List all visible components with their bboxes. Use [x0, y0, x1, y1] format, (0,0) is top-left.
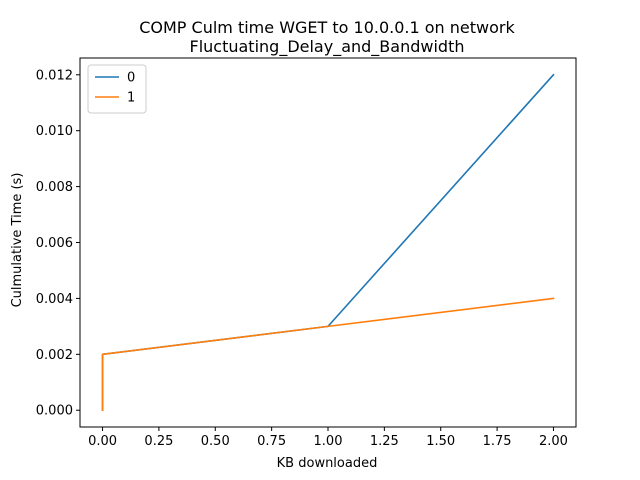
y-tick-label: 0.002	[36, 348, 73, 363]
legend-box	[87, 64, 147, 114]
x-tick-label: 1.50	[426, 434, 455, 449]
series-line-1	[101, 297, 555, 412]
plot-area: 0.00 0.25 0.50 0.75 1.00 1.25 1.50 1.75 2.00 0.00…	[36, 57, 577, 449]
y-tick-label: 0.000	[36, 404, 73, 419]
x-tick-label: 2.00	[539, 434, 568, 449]
x-tick-label: 0.50	[201, 434, 230, 449]
x-tick-label: 1.25	[370, 434, 399, 449]
y-tick-label: 0.004	[36, 292, 73, 307]
x-tick-label: 0.00	[88, 434, 117, 449]
y-tick-label: 0.012	[36, 68, 73, 83]
x-tick-label: 0.75	[257, 434, 286, 449]
x-tick-label: 0.25	[144, 434, 173, 449]
x-axis-label: KB downloaded	[277, 456, 378, 471]
y-tick-label: 0.010	[36, 124, 73, 139]
y-tick-label: 0.008	[36, 180, 73, 195]
legend: 01	[87, 64, 147, 114]
chart-subtitle: Fluctuating_Delay_and_Bandwidth	[190, 37, 465, 57]
y-tick-label: 0.006	[36, 236, 73, 251]
chart-title: COMP Culm time WGET to 10.0.0.1 on netwo…	[139, 18, 515, 37]
legend-label-0: 0	[127, 71, 135, 86]
legend-label-1: 1	[127, 91, 135, 106]
y-axis-label: Culmulative Time (s)	[10, 173, 25, 308]
x-tick-label: 1.00	[314, 434, 343, 449]
x-tick-label: 1.75	[483, 434, 512, 449]
